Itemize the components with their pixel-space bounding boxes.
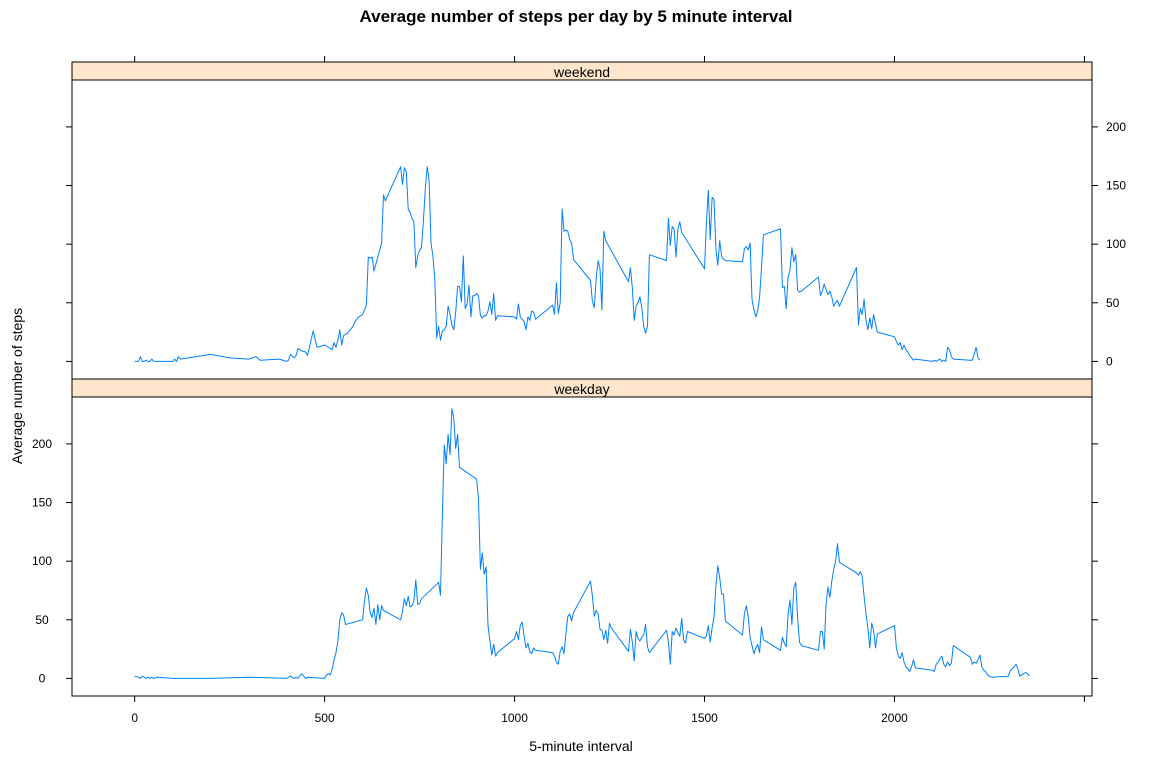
y-tick-label-weekend-0: 0 <box>1106 354 1113 368</box>
panel-frame-weekend <box>71 79 1093 380</box>
y-tick-label-weekday-200: 200 <box>32 437 52 451</box>
x-axis-label: 5-minute interval <box>529 738 633 754</box>
y-tick-label-weekday-0: 0 <box>39 671 46 685</box>
strip-label-weekend: weekend <box>553 64 610 80</box>
x-tick-label-0: 0 <box>131 711 138 725</box>
chart-title: Average number of steps per day by 5 min… <box>359 7 792 26</box>
y-axis-label: Average number of steps <box>9 308 25 464</box>
y-tick-label-weekend-200: 200 <box>1106 120 1126 134</box>
y-tick-label-weekend-50: 50 <box>1106 296 1120 310</box>
panel-weekend: weekend <box>71 61 1093 380</box>
x-tick-label-500: 500 <box>315 711 335 725</box>
series-line-weekday <box>134 408 1030 679</box>
x-tick-label-1000: 1000 <box>501 711 528 725</box>
y-tick-label-weekday-100: 100 <box>32 554 52 568</box>
y-tick-label-weekend-150: 150 <box>1106 179 1126 193</box>
x-tick-label-1500: 1500 <box>691 711 718 725</box>
y-tick-label-weekday-150: 150 <box>32 496 52 510</box>
series-line-weekend <box>134 166 981 362</box>
panel-frame-weekday <box>71 396 1093 697</box>
x-tick-label-2000: 2000 <box>881 711 908 725</box>
y-tick-label-weekend-100: 100 <box>1106 237 1126 251</box>
y-tick-label-weekday-50: 50 <box>35 613 49 627</box>
strip-label-weekday: weekday <box>553 381 609 397</box>
panel-weekday: weekday <box>71 378 1093 697</box>
